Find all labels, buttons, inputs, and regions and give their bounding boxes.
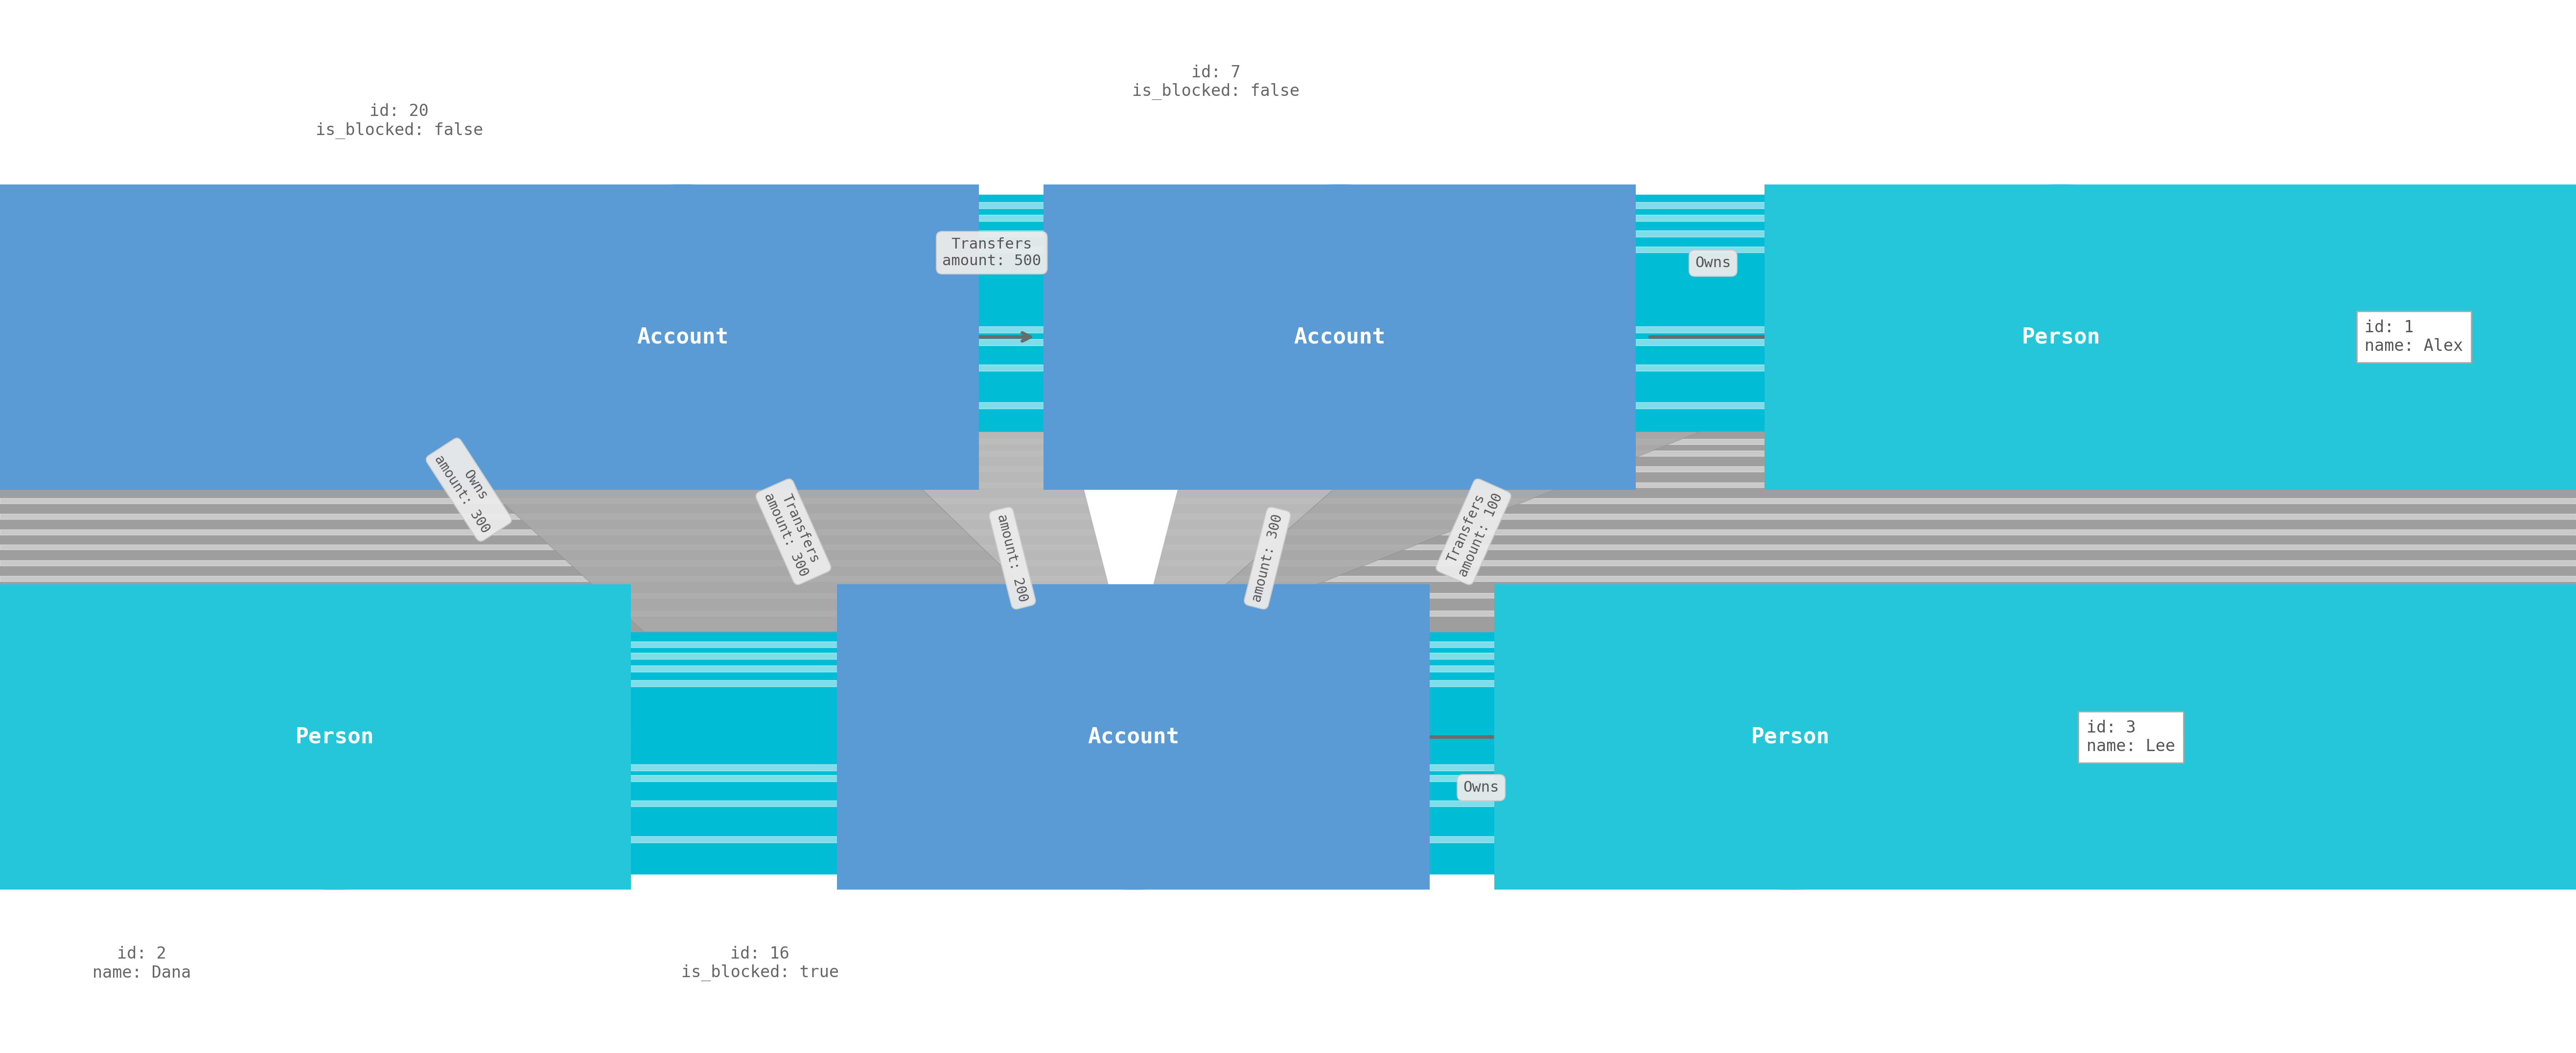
Bar (0, 611, 2576, 616)
Text: id: 2
name: Dana: id: 2 name: Dana (93, 946, 191, 981)
Text: Transfers
amount: 100: Transfers amount: 100 (1443, 484, 1504, 579)
Polygon shape (1172, 432, 1700, 632)
Bar (0, 439, 2576, 444)
Bar (1790, 584, 2576, 890)
Bar (0, 641, 2576, 648)
Text: Person: Person (1752, 727, 1829, 748)
Bar (0, 451, 2576, 456)
Ellipse shape (386, 184, 979, 490)
Bar (0, 530, 2576, 535)
Bar (0, 775, 2576, 781)
Bar (0, 498, 2576, 503)
Bar (0, 560, 2576, 565)
Polygon shape (1069, 432, 1193, 632)
Polygon shape (1141, 432, 1399, 632)
Bar (0, 680, 2576, 687)
Bar (0, 764, 2576, 771)
Bar (2061, 184, 2576, 490)
Polygon shape (863, 432, 1121, 632)
Bar (39, 584, 631, 890)
Bar (0, 514, 2576, 519)
Bar (0, 665, 2576, 672)
Bar (0, 246, 2576, 253)
Bar (1494, 584, 2087, 890)
Bar (1043, 184, 1636, 490)
Text: Account: Account (636, 326, 729, 347)
Text: amount: 300: amount: 300 (1249, 513, 1285, 603)
Bar (0, 653, 2576, 659)
Bar (0, 402, 2576, 409)
Text: Owns: Owns (1695, 256, 1731, 271)
Bar (0, 364, 2576, 371)
Bar (0, 482, 2576, 488)
Bar (1765, 184, 2357, 490)
Bar (0, 800, 2576, 807)
Text: id: 20
is_blocked: false: id: 20 is_blocked: false (314, 103, 484, 139)
Text: Owns
amount: 300: Owns amount: 300 (433, 443, 505, 536)
Ellipse shape (1043, 184, 1636, 490)
Ellipse shape (1765, 184, 2357, 490)
Text: Person: Person (2022, 326, 2099, 347)
Bar (0, 339, 2576, 345)
Bar (0, 195, 2576, 442)
Bar (386, 184, 979, 490)
Ellipse shape (1494, 584, 2087, 890)
Bar (0, 836, 2576, 842)
Text: id: 1
name: Alex: id: 1 name: Alex (2365, 319, 2463, 355)
Text: id: 3
name: Lee: id: 3 name: Lee (2087, 719, 2174, 755)
Polygon shape (425, 432, 1069, 632)
Bar (0, 466, 2576, 472)
Text: Transfers
amount: 300: Transfers amount: 300 (762, 484, 824, 579)
Bar (0, 202, 2576, 208)
Bar (0, 632, 2576, 874)
Text: Transfers
amount: 500: Transfers amount: 500 (943, 237, 1041, 269)
Bar (837, 584, 1430, 890)
Bar (0, 231, 2576, 237)
Bar (0, 184, 683, 490)
Text: Person: Person (296, 727, 374, 748)
Bar (0, 593, 2576, 598)
Bar (0, 326, 2576, 333)
Bar (0, 584, 335, 890)
Polygon shape (1077, 434, 1185, 627)
Text: id: 7
is_blocked: false: id: 7 is_blocked: false (1131, 64, 1301, 100)
Text: id: 16
is_blocked: true: id: 16 is_blocked: true (680, 946, 840, 981)
Bar (0, 215, 2576, 221)
Bar (0, 432, 2576, 632)
Bar (0, 544, 2576, 550)
Text: Owns: Owns (1463, 780, 1499, 795)
Text: amount: 200: amount: 200 (994, 513, 1030, 603)
Ellipse shape (837, 584, 1430, 890)
Text: Account: Account (1087, 727, 1180, 748)
Bar (0, 576, 2576, 581)
Text: Account: Account (1293, 326, 1386, 347)
Ellipse shape (39, 584, 631, 890)
